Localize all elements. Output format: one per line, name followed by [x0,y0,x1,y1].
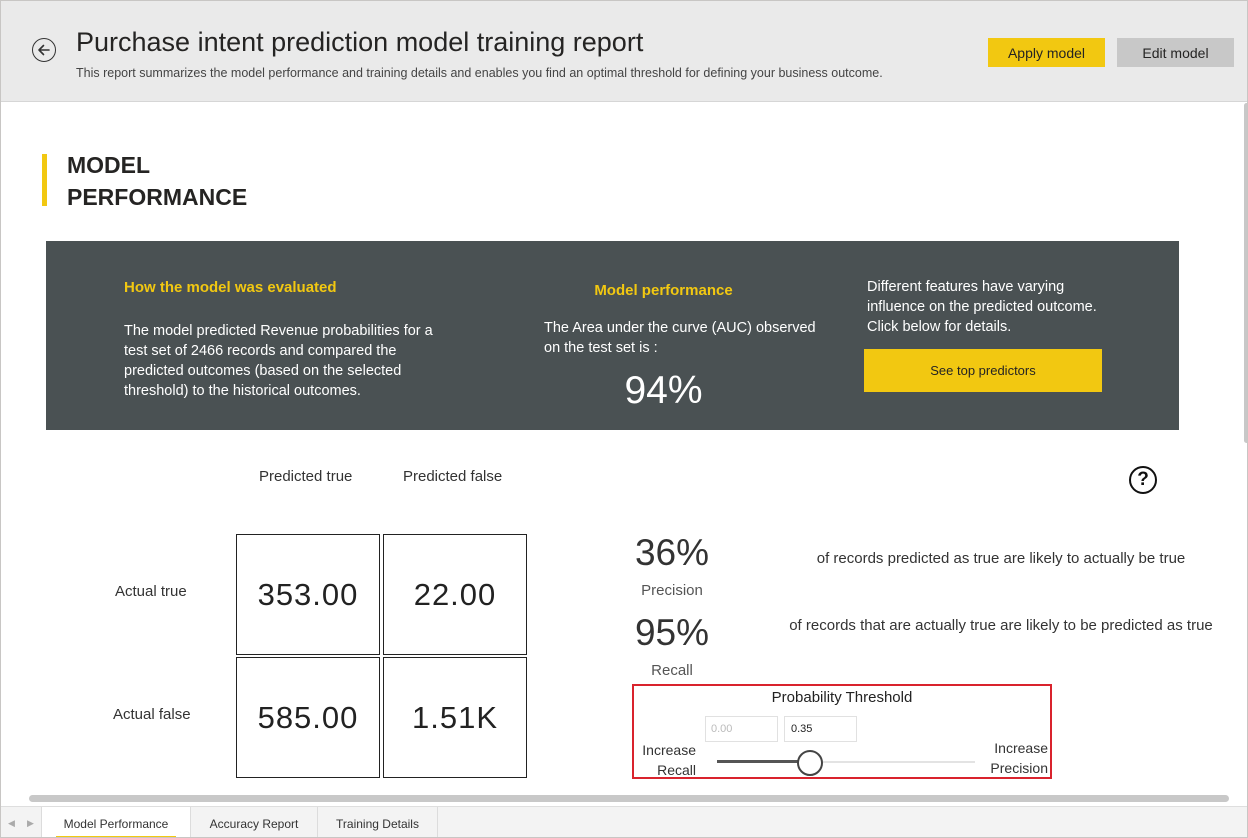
actual-false-label: Actual false [113,706,191,723]
tab-accuracy-report[interactable]: Accuracy Report [191,807,318,837]
slider-thumb[interactable] [796,750,823,776]
false-negative-cell: 22.00 [383,534,527,655]
threshold-title: Probability Threshold [771,689,913,706]
section-title-line2: PERFORMANCE [67,184,248,210]
predicted-true-header: Predicted true [259,468,353,485]
slider-fill [717,760,810,763]
threshold-max-input[interactable] [784,716,857,742]
tab-model-performance[interactable]: Model Performance [41,807,191,837]
tab-prev-icon[interactable]: ◀ [8,818,15,828]
recall-label: Recall [651,662,693,679]
tab-label: Training Details [336,816,419,831]
evaluation-text: The model predicted Revenue probabilitie… [124,323,433,399]
precision-value: 36% [634,532,710,573]
increase-precision-label: Increase Precision [990,740,1048,776]
apply-model-button[interactable]: Apply model [988,38,1105,67]
section-title-line1: MODEL [67,152,151,178]
section-accent-bar [42,154,47,206]
info-panel: How the model was evaluated The model pr… [46,241,1179,430]
back-arrow-icon[interactable] [32,38,56,62]
tab-label: Model Performance [63,816,169,831]
tab-next-icon[interactable]: ▶ [27,818,34,828]
page-tab-bar: ◀ ▶ Model Performance Accuracy Report Tr… [1,806,1247,837]
true-negative-cell: 1.51K [383,657,527,778]
model-performance-heading: Model performance [594,282,733,299]
increase-recall-label: Increase Recall [642,742,696,778]
page-title: Purchase intent prediction model trainin… [76,27,644,57]
tab-label: Accuracy Report [209,816,299,831]
false-positive-cell: 585.00 [236,657,380,778]
question-circle-icon[interactable]: ? [1129,466,1157,494]
report-header: Purchase intent prediction model trainin… [1,1,1247,102]
active-tab-indicator [56,836,176,837]
horizontal-scrollbar[interactable] [29,795,1229,802]
probability-threshold-slicer: Probability Threshold Increase Recall In… [632,684,1052,779]
threshold-slider[interactable] [717,750,975,776]
threshold-min-input[interactable] [705,716,778,742]
section-title: MODEL PERFORMANCE [67,149,247,213]
vertical-scrollbar[interactable] [1244,103,1247,443]
see-top-predictors-button[interactable]: See top predictors [864,349,1102,392]
recall-description: of records that are actually true are li… [789,617,1213,634]
page-subtitle: This report summarizes the model perform… [76,66,883,80]
slider-track [717,761,975,763]
actual-true-label: Actual true [115,583,187,600]
precision-description: of records predicted as true are likely … [816,550,1186,567]
auc-description: The Area under the curve (AUC) observed … [544,320,816,356]
recall-value: 95% [634,612,710,653]
true-positive-cell: 353.00 [236,534,380,655]
tab-training-details[interactable]: Training Details [318,807,438,837]
predicted-false-header: Predicted false [403,468,503,485]
features-text: Different features have varying influenc… [867,279,1097,335]
precision-label: Precision [641,582,703,599]
auc-value: 94% [624,369,703,412]
evaluation-heading: How the model was evaluated [124,279,337,296]
back-arrow-glyph [38,44,50,56]
edit-model-button[interactable]: Edit model [1117,38,1234,67]
